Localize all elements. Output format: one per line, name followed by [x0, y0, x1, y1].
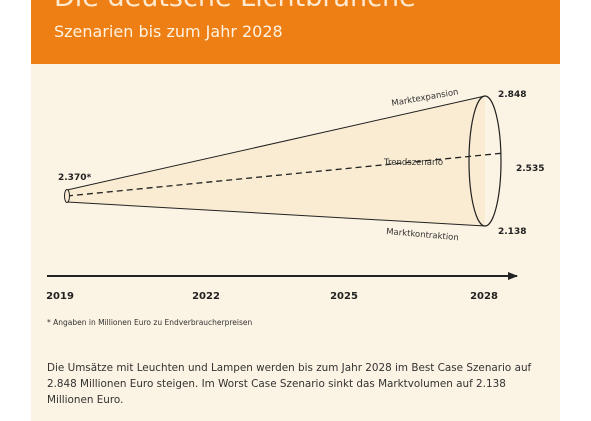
series-line-marktkontraktion [66, 201, 486, 227]
series-label-marktkontraktion: Marktkontraktion [386, 227, 459, 243]
x-tick-label: 2025 [330, 291, 358, 302]
data-label-marktkontraktion: 2.138 [498, 227, 526, 237]
footnote: * Angaben in Millionen Euro zu Endverbra… [47, 318, 253, 327]
header-banner: Die deutsche Lichtbranche Szenarien bis … [31, 0, 560, 64]
cone-start-ellipse [64, 189, 70, 203]
x-tick-label: 2019 [46, 291, 74, 302]
x-tick-label: 2022 [192, 291, 220, 302]
page-title: Die deutsche Lichtbranche [54, 0, 416, 13]
page-subtitle: Szenarien bis zum Jahr 2028 [54, 22, 283, 41]
series-line-trendszenario [66, 152, 502, 197]
x-tick-label: 2028 [470, 291, 498, 302]
data-label-marktexpansion: 2.848 [498, 90, 526, 100]
series-label-trendszenario: Trendszenario [383, 158, 443, 168]
data-label-start: 2.370* [58, 173, 91, 183]
cone-end-ellipse [468, 95, 502, 227]
description-text: Die Umsätze mit Leuchten und Lampen werd… [47, 362, 532, 406]
cone-fill [67, 96, 485, 226]
series-line-marktexpansion [66, 95, 486, 191]
data-label-trendszenario: 2.535 [516, 164, 544, 174]
